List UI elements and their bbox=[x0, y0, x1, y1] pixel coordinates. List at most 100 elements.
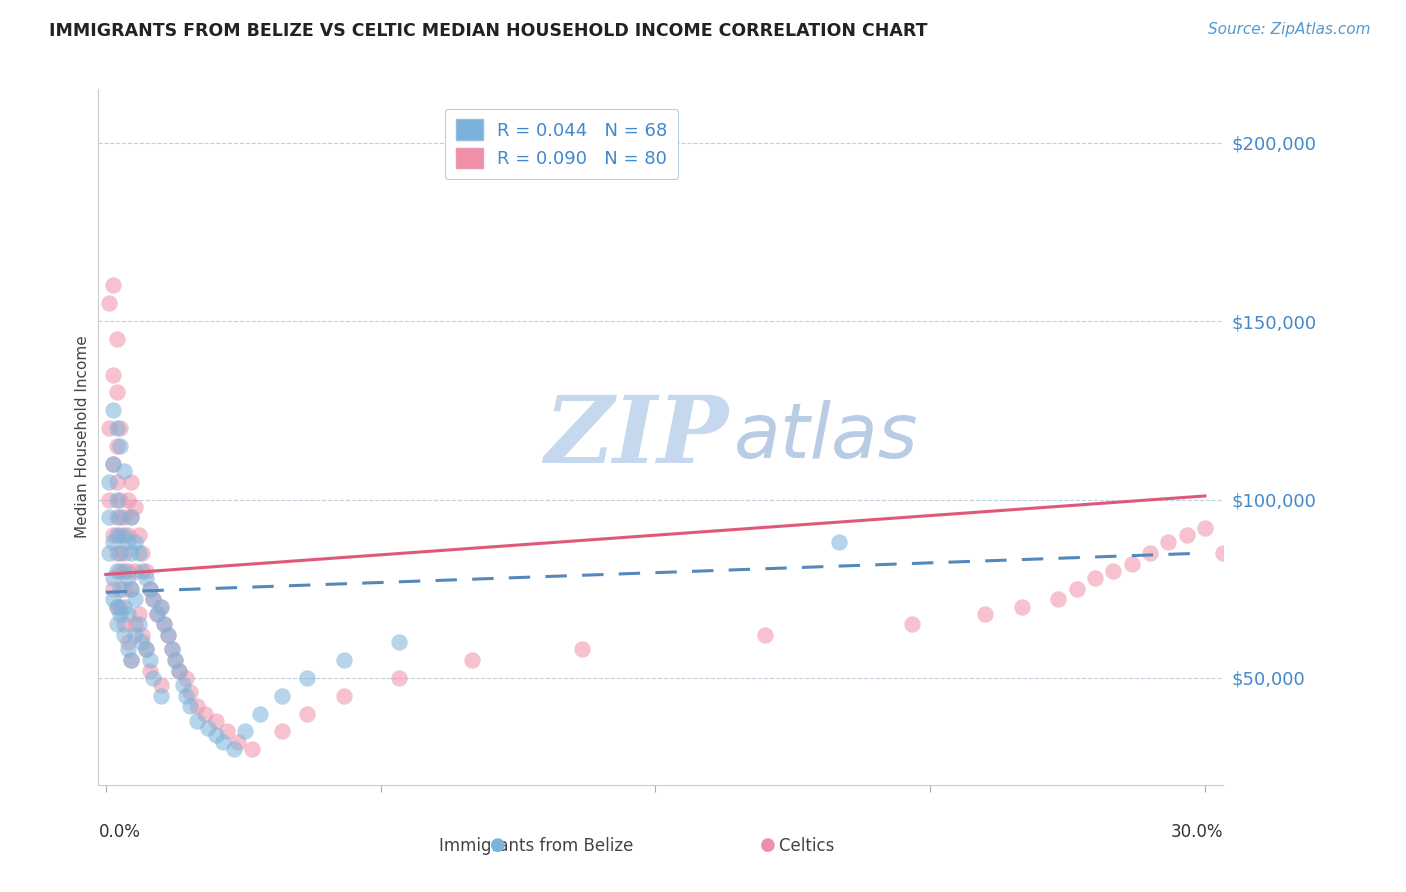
Point bbox=[101, 571, 124, 585]
Point bbox=[131, 628, 153, 642]
Point bbox=[142, 671, 165, 685]
Point bbox=[124, 617, 146, 632]
Point bbox=[135, 571, 157, 585]
Point bbox=[153, 617, 176, 632]
Point bbox=[105, 546, 128, 560]
Point bbox=[1102, 564, 1125, 578]
Point bbox=[110, 439, 132, 453]
Point bbox=[142, 592, 165, 607]
Point bbox=[98, 296, 121, 310]
Point bbox=[131, 635, 153, 649]
Point bbox=[172, 678, 194, 692]
Point bbox=[110, 599, 132, 614]
Point bbox=[165, 653, 187, 667]
Point bbox=[117, 492, 139, 507]
Point bbox=[138, 582, 160, 596]
Point bbox=[117, 528, 139, 542]
Point bbox=[101, 457, 124, 471]
Point bbox=[120, 510, 142, 524]
Point bbox=[149, 599, 172, 614]
Point bbox=[157, 628, 180, 642]
Point bbox=[215, 724, 238, 739]
Point bbox=[105, 564, 128, 578]
Point bbox=[98, 475, 121, 489]
Point bbox=[333, 653, 356, 667]
Point bbox=[167, 664, 190, 678]
Point bbox=[138, 582, 160, 596]
Point bbox=[176, 671, 198, 685]
Point bbox=[146, 607, 169, 621]
Point bbox=[388, 635, 411, 649]
Legend: R = 0.044   N = 68, R = 0.090   N = 80: R = 0.044 N = 68, R = 0.090 N = 80 bbox=[444, 109, 678, 179]
Text: 30.0%: 30.0% bbox=[1171, 823, 1223, 841]
Point bbox=[124, 535, 146, 549]
Point bbox=[149, 689, 172, 703]
Point bbox=[135, 642, 157, 657]
Text: atlas: atlas bbox=[734, 401, 918, 474]
Point bbox=[120, 475, 142, 489]
Point bbox=[112, 617, 135, 632]
Point bbox=[179, 685, 201, 699]
Point bbox=[117, 571, 139, 585]
Point bbox=[128, 546, 150, 560]
Point bbox=[1084, 571, 1107, 585]
Point bbox=[112, 599, 135, 614]
Point bbox=[101, 528, 124, 542]
Point bbox=[388, 671, 411, 685]
Point bbox=[138, 664, 160, 678]
Point bbox=[128, 528, 150, 542]
Point bbox=[1066, 582, 1088, 596]
Point bbox=[204, 714, 226, 728]
Point bbox=[233, 724, 256, 739]
Point bbox=[105, 617, 128, 632]
Point bbox=[135, 564, 157, 578]
Point bbox=[176, 689, 198, 703]
Point bbox=[105, 421, 128, 435]
Point bbox=[120, 546, 142, 560]
Point bbox=[1175, 528, 1198, 542]
Text: ZIP: ZIP bbox=[544, 392, 728, 482]
Point bbox=[142, 592, 165, 607]
Point bbox=[146, 607, 169, 621]
Point bbox=[135, 642, 157, 657]
Point bbox=[212, 735, 235, 749]
Point bbox=[117, 535, 139, 549]
Point bbox=[105, 510, 128, 524]
Point bbox=[105, 385, 128, 400]
Point bbox=[131, 546, 153, 560]
Point bbox=[1011, 599, 1033, 614]
Point bbox=[120, 582, 142, 596]
Point bbox=[194, 706, 217, 721]
Point bbox=[110, 546, 132, 560]
Point bbox=[112, 582, 135, 596]
Point bbox=[110, 564, 132, 578]
Point bbox=[117, 635, 139, 649]
Point bbox=[117, 642, 139, 657]
Point bbox=[1212, 546, 1234, 560]
Point bbox=[112, 510, 135, 524]
Point bbox=[226, 735, 249, 749]
Point bbox=[461, 653, 484, 667]
Point bbox=[297, 671, 319, 685]
Point bbox=[105, 528, 128, 542]
Point bbox=[101, 368, 124, 382]
Point bbox=[112, 564, 135, 578]
Text: Source: ZipAtlas.com: Source: ZipAtlas.com bbox=[1208, 22, 1371, 37]
Point bbox=[105, 439, 128, 453]
Point bbox=[120, 653, 142, 667]
Point bbox=[105, 599, 128, 614]
Point bbox=[827, 535, 849, 549]
Point bbox=[901, 617, 924, 632]
Point bbox=[186, 699, 208, 714]
Point bbox=[101, 592, 124, 607]
Point bbox=[120, 582, 142, 596]
Point bbox=[204, 728, 226, 742]
Point bbox=[112, 546, 135, 560]
Point bbox=[112, 628, 135, 642]
Point bbox=[117, 607, 139, 621]
Point bbox=[110, 421, 132, 435]
Point bbox=[157, 628, 180, 642]
Point bbox=[98, 492, 121, 507]
Point bbox=[101, 535, 124, 549]
Point bbox=[167, 664, 190, 678]
